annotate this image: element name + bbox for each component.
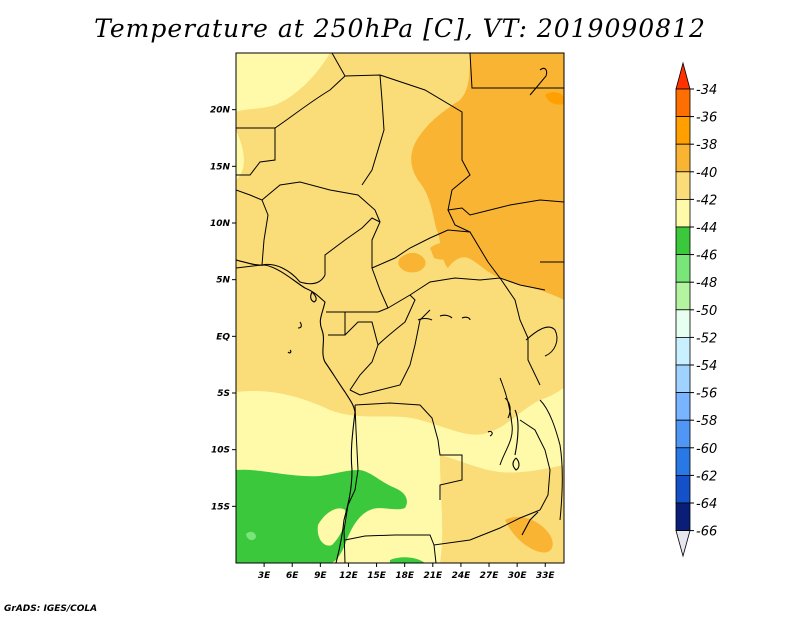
- colorbar-label: -64: [696, 497, 717, 512]
- field-minus44-southwest: [236, 469, 407, 563]
- colorbar-segment-13: [675, 447, 691, 476]
- colorbar-label: -66: [696, 525, 717, 540]
- lon-tick-label: 12E: [339, 571, 359, 581]
- latitude-axis: 20N 15N 10N 5N EQ 5S 10S 15S: [210, 106, 236, 512]
- colorbar-segment-14: [675, 474, 691, 504]
- lat-tick-label: 15S: [211, 502, 230, 512]
- colorbar-segment-15: [675, 502, 691, 532]
- colorbar-label: -52: [696, 331, 717, 346]
- grads-credit: GrADS: IGES/COLA: [4, 604, 98, 614]
- colorbar-label: -60: [696, 442, 717, 457]
- colorbar-segment-12: [675, 419, 691, 449]
- lon-tick-label: 3E: [258, 571, 271, 581]
- coastline: [236, 259, 539, 563]
- colorbar-segment-11: [675, 392, 691, 421]
- country-borders: [236, 53, 564, 563]
- lat-tick-label: 10N: [210, 219, 231, 229]
- lat-tick-label: EQ: [216, 332, 230, 342]
- field-minus38-northeast: [411, 53, 564, 300]
- colorbar-segment-1: [675, 116, 691, 145]
- colorbar-label: -50: [696, 304, 717, 319]
- map-title: Temperature at 250hPa [C], VT: 201909081…: [94, 14, 706, 43]
- colorbar-label: -62: [696, 469, 717, 484]
- colorbar-segment-5: [675, 226, 691, 256]
- colorbar-segment-4: [675, 198, 691, 228]
- colorbar-label: -34: [696, 83, 717, 98]
- field-minus38-patch-2: [430, 242, 455, 260]
- lon-tick-label: 24E: [452, 571, 472, 581]
- colorbar-label: -36: [696, 111, 717, 126]
- lon-tick-label: 6E: [286, 571, 299, 581]
- field-minus42-pocket: [317, 508, 346, 546]
- field-minus46-patch: [246, 531, 256, 541]
- colorbar-label: -40: [696, 166, 717, 181]
- longitude-axis: 3E 6E 9E 12E 15E 18E 21E 24E 27E 30E 33E: [258, 563, 556, 581]
- colorbar-label: -44: [696, 221, 717, 236]
- colorbar-label: -46: [696, 249, 717, 264]
- colorbar-label: -56: [696, 387, 717, 402]
- colorbar-top-arrow: [675, 61, 691, 90]
- lon-tick-label: 30E: [508, 571, 528, 581]
- lat-tick-label: 5S: [217, 389, 230, 399]
- colorbar-segment-7: [675, 281, 691, 311]
- lat-tick-label: 5N: [216, 276, 230, 286]
- map-frame: [235, 52, 565, 564]
- colorbar-segment-0: [675, 88, 691, 118]
- colorbar-label: -58: [696, 414, 717, 429]
- field-minus44-south-patch: [390, 557, 425, 563]
- colorbar-segment-6: [675, 254, 691, 283]
- lat-tick-label: 10S: [211, 446, 230, 456]
- temperature-field: [236, 53, 564, 563]
- lon-tick-label: 33E: [536, 571, 556, 581]
- field-minus38-southeast: [505, 516, 553, 553]
- lon-tick-label: 18E: [395, 571, 415, 581]
- lon-tick-label: 15E: [367, 571, 387, 581]
- colorbar-segment-3: [675, 171, 691, 200]
- colorbar-segment-2: [675, 143, 691, 173]
- lon-tick-label: 9E: [314, 571, 327, 581]
- field-minus38-patch: [398, 252, 426, 273]
- colorbar-segment-8: [675, 309, 691, 338]
- colorbar-segment-9: [675, 336, 691, 366]
- colorbar-label: -48: [696, 276, 717, 291]
- lon-tick-label: 21E: [423, 571, 443, 581]
- lat-tick-label: 15N: [210, 162, 231, 172]
- field-minus42-north: [236, 53, 330, 112]
- colorbar-label: -54: [696, 359, 717, 374]
- lat-tick-label: 20N: [210, 106, 231, 116]
- colorbar-label: -42: [696, 193, 717, 208]
- field-minus42-west-strip: [236, 130, 244, 180]
- colorbar-bottom-arrow: [675, 530, 691, 558]
- colorbar-segment-10: [675, 364, 691, 394]
- colorbar-label: -38: [696, 138, 717, 153]
- field-minus36-patch: [545, 92, 564, 105]
- lon-tick-label: 27E: [480, 571, 500, 581]
- colorbar: -34 -36 -38 -40 -42 -44 -46 -48 -50 -52 -54 -56 -58 -…: [675, 61, 717, 558]
